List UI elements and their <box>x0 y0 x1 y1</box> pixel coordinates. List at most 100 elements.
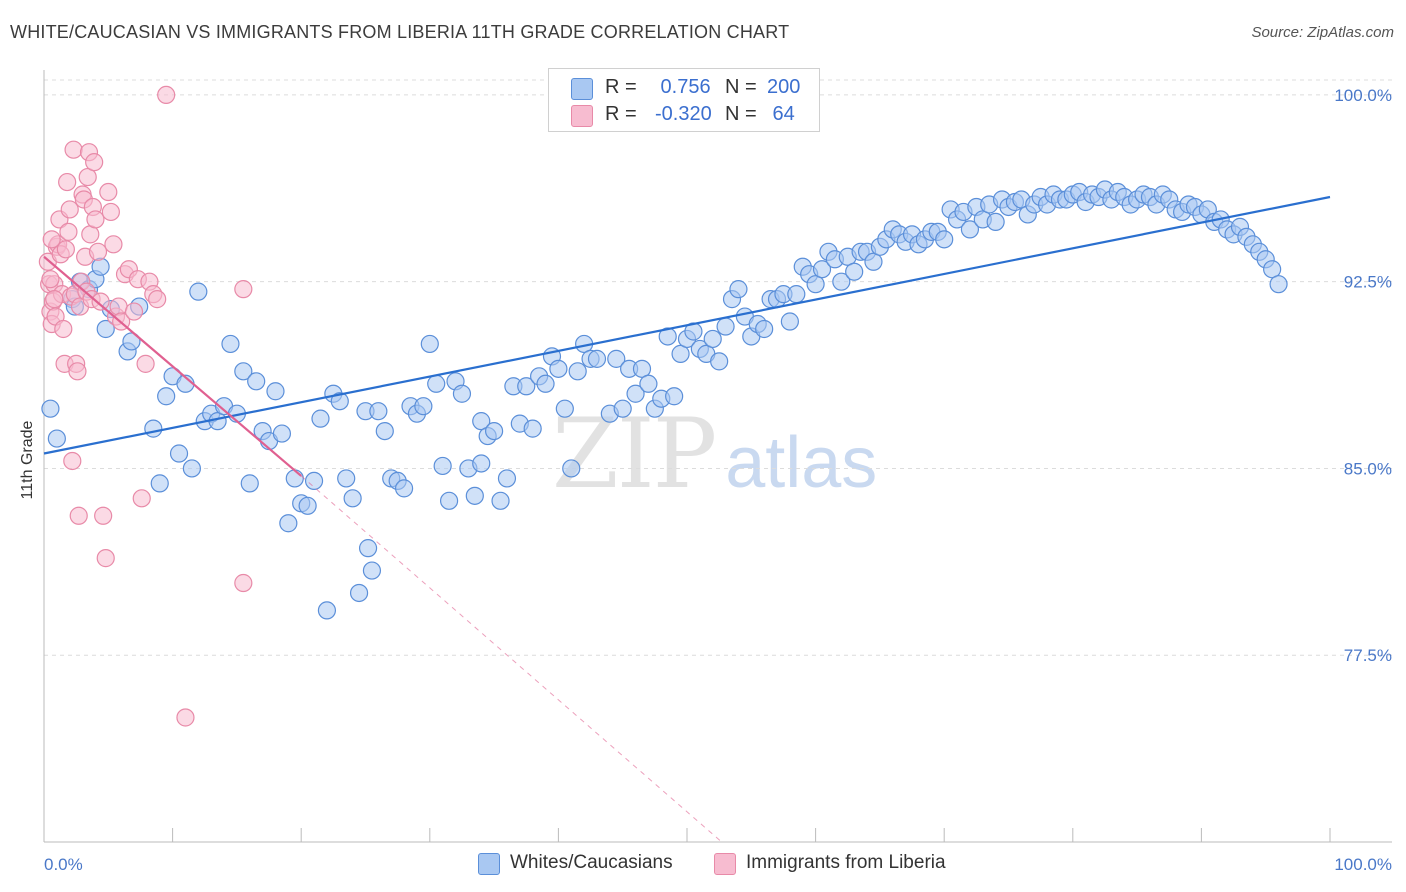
data-point <box>1263 260 1282 279</box>
chart-title: WHITE/CAUCASIAN VS IMMIGRANTS FROM LIBER… <box>10 22 790 42</box>
data-point <box>96 319 115 339</box>
data-point <box>169 444 189 463</box>
data-point <box>337 469 356 488</box>
data-point <box>234 573 253 593</box>
data-point <box>420 334 439 354</box>
trend-line-0 <box>43 195 1331 455</box>
r-label: R = <box>605 103 643 125</box>
data-point <box>986 212 1005 232</box>
y-tick-label: 92.5% <box>1344 273 1392 292</box>
data-point <box>317 601 337 620</box>
data-point <box>124 302 144 321</box>
data-point <box>122 332 141 351</box>
y-tick-label: 100.0% <box>1334 86 1392 105</box>
data-point <box>91 257 110 276</box>
data-point <box>485 421 504 441</box>
legend-swatch-whites <box>478 853 500 875</box>
data-point <box>68 362 87 381</box>
swatch-whites <box>571 78 593 100</box>
data-point <box>375 421 394 441</box>
stats-legend: R = 0.756 N = 200 R = -0.320 N = 64 <box>548 68 820 132</box>
n-value: 64 <box>767 103 795 125</box>
data-point <box>182 459 201 478</box>
r-label: R = <box>605 76 643 98</box>
data-point <box>279 514 298 533</box>
axes <box>43 70 1392 843</box>
data-point <box>362 561 382 580</box>
data-point <box>369 402 388 421</box>
data-point <box>358 539 378 558</box>
data-point <box>349 583 369 603</box>
data-point <box>472 412 491 431</box>
data-point <box>101 202 120 222</box>
x-tick-labels: 0.0% 100.0% <box>44 855 1392 874</box>
watermark-zip: ZIP <box>552 398 717 510</box>
data-point <box>58 172 77 192</box>
data-point <box>568 362 587 381</box>
data-point <box>607 349 626 368</box>
data-point <box>266 382 285 401</box>
data-point <box>472 454 491 473</box>
data-point <box>234 280 253 299</box>
n-value: 200 <box>767 76 801 98</box>
data-point <box>427 374 446 393</box>
data-point <box>452 384 472 403</box>
data-point <box>671 344 690 363</box>
data-point <box>45 290 64 309</box>
data-point <box>523 419 542 438</box>
series-0-points <box>41 180 1288 620</box>
data-point <box>104 235 123 254</box>
data-point <box>86 210 105 229</box>
data-point <box>562 459 581 478</box>
data-point <box>56 240 75 259</box>
data-point <box>272 424 292 443</box>
data-point <box>812 260 832 279</box>
data-point <box>69 506 88 525</box>
watermark-atlas: atlas <box>725 423 878 503</box>
data-point <box>517 377 536 396</box>
data-point <box>787 285 806 304</box>
data-point <box>285 469 304 488</box>
data-point <box>716 317 735 336</box>
y-axis-label: 11th Grade <box>19 420 36 499</box>
data-point <box>41 399 60 418</box>
data-point <box>136 354 155 373</box>
data-point <box>832 272 851 291</box>
data-point <box>99 182 118 202</box>
data-point <box>497 469 517 488</box>
swatch-liberia <box>571 105 593 127</box>
data-point <box>298 496 317 515</box>
data-point <box>780 312 799 331</box>
data-point <box>845 262 864 281</box>
data-point <box>47 429 66 448</box>
data-point <box>394 479 414 498</box>
zipatlas-watermark: ZIP atlas <box>552 398 877 510</box>
legend-label-whites: Whites/Caucasians <box>510 852 673 873</box>
data-point <box>703 329 722 349</box>
data-point <box>960 220 980 239</box>
data-point <box>710 352 729 371</box>
data-point <box>247 372 266 391</box>
trend-lines <box>43 195 1331 843</box>
data-point <box>150 474 169 493</box>
data-point <box>109 297 128 316</box>
data-point <box>304 471 324 491</box>
data-point <box>54 319 73 339</box>
data-point <box>465 486 484 505</box>
data-point <box>132 489 151 508</box>
data-point <box>234 362 253 381</box>
data-point <box>755 319 774 339</box>
data-point <box>157 85 176 105</box>
data-point <box>64 140 83 159</box>
source-label: Source: ZipAtlas.com <box>1251 24 1394 41</box>
data-point <box>144 419 163 438</box>
data-point <box>88 242 108 261</box>
data-point <box>157 387 176 406</box>
legend-swatch-liberia <box>714 853 736 875</box>
data-point <box>94 506 113 525</box>
trend-line-1 <box>43 255 302 477</box>
data-point <box>658 327 677 346</box>
n-label: N = <box>725 103 763 125</box>
data-point <box>665 387 684 406</box>
